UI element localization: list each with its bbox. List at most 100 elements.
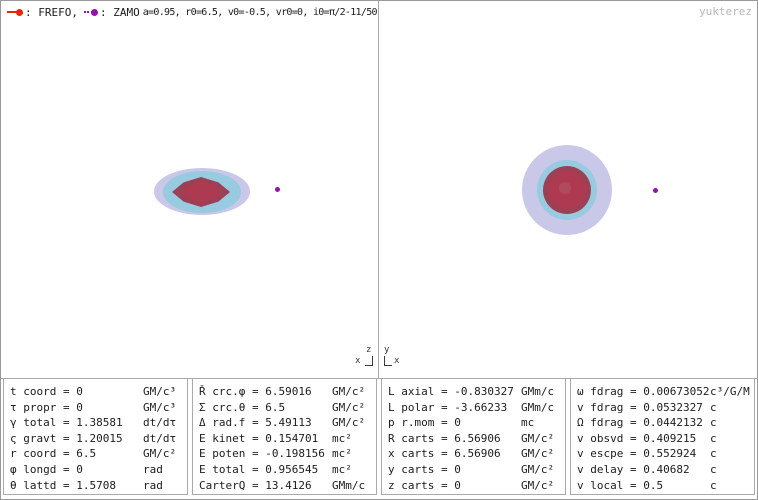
quantity-unit: dt/dτ	[143, 416, 177, 430]
quantity-unit: rad	[143, 478, 163, 492]
data-row: v local = 0.5 c	[577, 478, 752, 494]
zamo-label: : ZAMO	[99, 5, 140, 19]
data-row: L polar = -3.66233 GMm/c	[388, 400, 563, 416]
data-row: p r.mom = 0 mc	[388, 415, 563, 431]
watermark: yukterez	[699, 5, 752, 18]
viewport-area: : FREFO, : ZAMO a=0.95, r0=6.5, v0=-0.5,…	[1, 1, 757, 378]
quantity-unit: GM/c²	[332, 400, 366, 414]
zamo-dot-marker	[90, 8, 98, 16]
quantity-unit: GM/c²	[143, 447, 177, 461]
quantity-name-value: Σ crc.θ = 6.5	[199, 400, 286, 414]
data-row: v escpe = 0.552924 c	[577, 446, 752, 462]
quantity-unit: GM/c²	[521, 478, 555, 492]
data-row: γ total = 1.38581 dt/dτ	[10, 415, 185, 431]
quantity-unit: GMm/c	[332, 478, 366, 492]
quantity-unit: GM/c²	[521, 431, 555, 445]
data-row: E total = 0.956545 mc²	[199, 462, 374, 478]
data-row: φ longd = 0 rad	[10, 462, 185, 478]
top-view-panel: yukterez y x	[379, 1, 757, 378]
frefo-dot-marker	[16, 8, 23, 16]
quantity-name-value: E kinet = 0.154701	[199, 431, 319, 445]
data-row: ς gravt = 1.20015 dt/dτ	[10, 431, 185, 447]
axis-corner-icon-left	[365, 356, 373, 366]
quantity-name-value: v obsvd = 0.409215	[577, 431, 697, 445]
data-row: Σ crc.θ = 6.5 GM/c²	[199, 400, 374, 416]
quantity-name-value: R carts = 6.56906	[388, 431, 501, 445]
quantity-name-value: E poten = -0.198156	[199, 447, 325, 461]
coordinates-panel: t coord = 0 GM/c³ τ propr = 0 GM/c³ γ total …	[3, 379, 188, 495]
axis-corner-icon-right	[384, 356, 392, 366]
orbit-parameters: a=0.95, r0=6.5, v0=-0.5, vr0=0, i0=π/2-1…	[142, 6, 378, 18]
quantity-unit: GM/c²	[521, 462, 555, 476]
data-row: t coord = 0 GM/c³	[10, 384, 185, 400]
quantity-name-value: r coord = 6.5	[10, 447, 97, 461]
data-row: R carts = 6.56906 GM/c²	[388, 431, 563, 447]
quantity-unit: GM/c²	[332, 385, 366, 398]
axis-label-x-left: x	[355, 356, 361, 366]
quantity-name-value: Δ rad.f = 5.49113	[199, 416, 312, 430]
quantity-unit: c	[710, 416, 717, 430]
quantity-unit: mc²	[332, 431, 352, 445]
data-row: x carts = 6.56906 GM/c²	[388, 446, 563, 462]
data-row: z carts = 0 GM/c²	[388, 478, 563, 494]
quantity-unit: mc²	[332, 447, 352, 461]
frefo-line-marker	[7, 11, 22, 13]
quantity-unit: GMm/c	[521, 385, 555, 398]
quantity-name-value: θ lattd = 1.5708	[10, 478, 116, 492]
quantity-name-value: v fdrag = 0.0532327	[577, 400, 703, 414]
data-row: Δ rad.f = 5.49113 GM/c²	[199, 415, 374, 431]
panel-divider	[378, 1, 379, 378]
quantity-unit: c	[710, 431, 717, 445]
quantity-name-value: y carts = 0	[388, 462, 461, 476]
axis-label-x-right: x	[394, 356, 400, 366]
data-row: v delay = 0.40682 c	[577, 462, 752, 478]
particle-dot-side	[275, 187, 280, 192]
inner-horizon-core-side	[181, 181, 221, 203]
quantity-name-value: ς gravt = 1.20015	[10, 431, 123, 445]
quantity-unit: GMm/c	[521, 400, 555, 414]
quantity-name-value: x carts = 6.56906	[388, 447, 501, 461]
quantity-unit: c³/G/M	[710, 385, 750, 398]
data-row: v obsvd = 0.409215 c	[577, 431, 752, 447]
axis-label-z-left: z	[366, 345, 372, 355]
radii-energy-panel: Ř crc.φ = 6.59016 GM/c² Σ crc.θ = 6.5 GM/c²…	[192, 379, 377, 495]
data-readout-strip: t coord = 0 GM/c³ τ propr = 0 GM/c³ γ total …	[1, 379, 757, 499]
quantity-name-value: τ propr = 0	[10, 400, 83, 414]
quantity-unit: mc²	[332, 462, 352, 476]
quantity-unit: GM/c²	[521, 447, 555, 461]
quantity-name-value: v delay = 0.40682	[577, 462, 690, 476]
horizon-highlight-spot	[559, 182, 571, 194]
momenta-cartesian-panel: L axial = -0.830327 GMm/c L polar = -3.662…	[381, 379, 566, 495]
data-row: E poten = -0.198156 mc²	[199, 446, 374, 462]
quantity-name-value: L polar = -3.66233	[388, 400, 508, 414]
data-row: E kinet = 0.154701 mc²	[199, 431, 374, 447]
data-row: CarterQ = 13.4126 GMm/c	[199, 478, 374, 494]
axis-label-y-right: y	[384, 345, 390, 355]
quantity-unit: rad	[143, 462, 163, 476]
data-row: L axial = -0.830327 GMm/c	[388, 384, 563, 400]
data-row: y carts = 0 GM/c²	[388, 462, 563, 478]
velocities-panel: ω fdrag = 0.00673052 c³/G/M v fdrag = 0.05…	[570, 379, 755, 495]
quantity-name-value: E total = 0.956545	[199, 462, 319, 476]
horizontal-divider	[1, 378, 757, 379]
quantity-name-value: φ longd = 0	[10, 462, 83, 476]
data-row: τ propr = 0 GM/c³	[10, 400, 185, 416]
quantity-unit: GM/c³	[143, 400, 177, 414]
data-row: ω fdrag = 0.00673052 c³/G/M	[577, 384, 752, 400]
quantity-unit: c	[710, 447, 717, 461]
quantity-name-value: ω fdrag = 0.00673052	[577, 385, 710, 398]
quantity-unit: GM/c³	[143, 385, 177, 398]
data-row: v fdrag = 0.0532327 c	[577, 400, 752, 416]
legend: : FREFO, : ZAMO a=0.95, r0=6.5, v0=-0.5,…	[7, 5, 378, 19]
quantity-name-value: v escpe = 0.552924	[577, 447, 697, 461]
quantity-unit: c	[710, 462, 717, 476]
quantity-unit: c	[710, 478, 717, 492]
quantity-unit: dt/dτ	[143, 431, 177, 445]
side-view-panel: : FREFO, : ZAMO a=0.95, r0=6.5, v0=-0.5,…	[1, 1, 378, 378]
quantity-name-value: L axial = -0.830327	[388, 385, 514, 398]
data-row: r coord = 6.5 GM/c²	[10, 446, 185, 462]
quantity-name-value: p r.mom = 0	[388, 416, 461, 430]
data-row: Ř crc.φ = 6.59016 GM/c²	[199, 384, 374, 400]
quantity-name-value: CarterQ = 13.4126	[199, 478, 312, 492]
zamo-dotted-marker	[83, 11, 93, 13]
